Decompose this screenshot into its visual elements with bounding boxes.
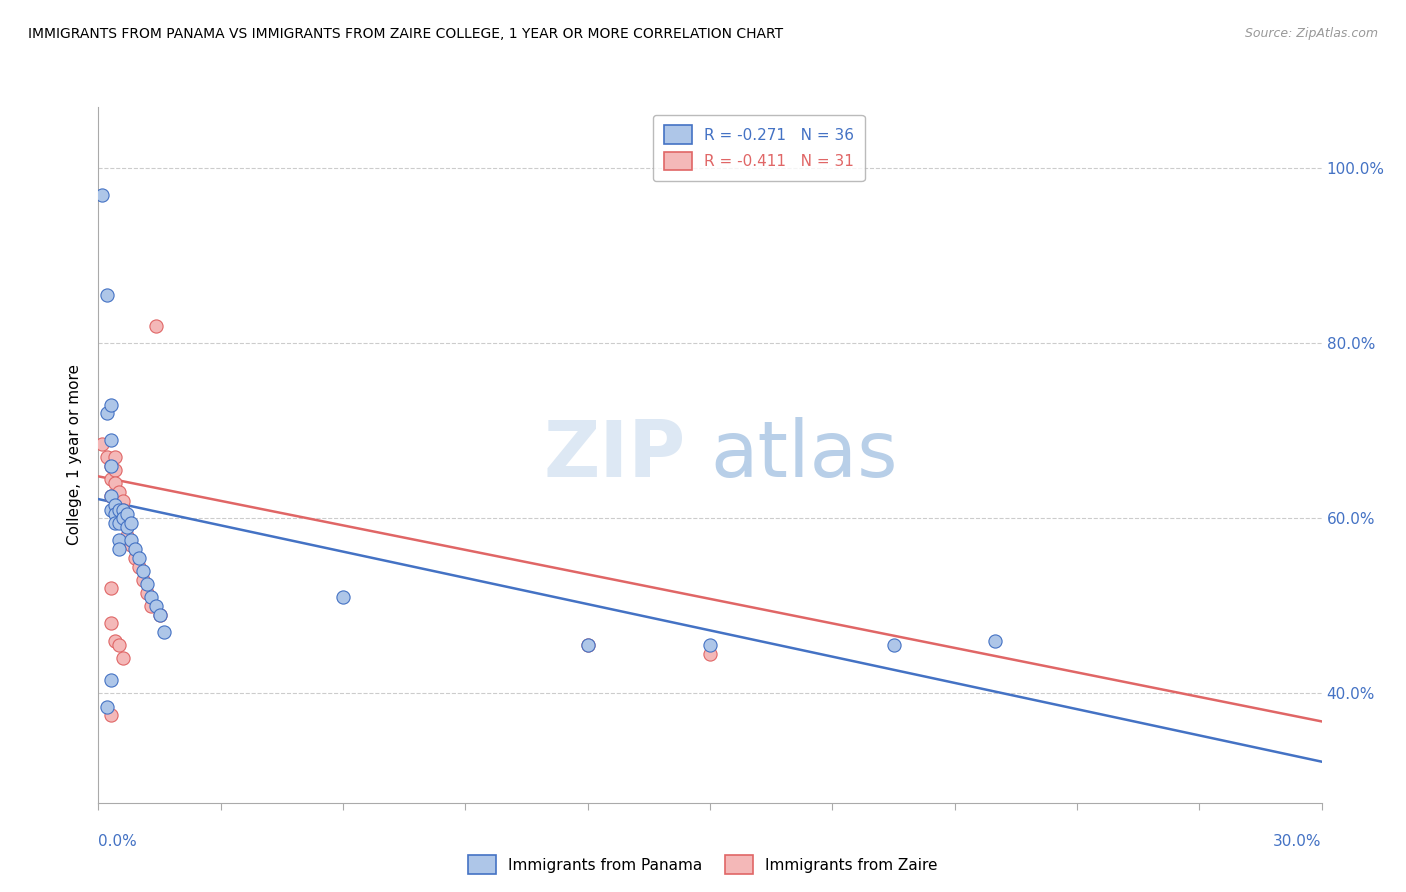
Point [100,582,122,596]
Point [132,564,155,578]
Point [108,498,131,512]
Point [699,638,721,652]
Point [104,463,127,477]
Point [145,318,167,333]
Point [111,494,134,508]
Legend: Immigrants from Panama, Immigrants from Zaire: Immigrants from Panama, Immigrants from … [463,849,943,880]
Point [100,458,122,473]
Point [141,599,163,613]
Point [108,533,131,548]
Point [96,699,118,714]
Point [149,607,172,622]
Point [111,651,134,665]
Text: 0.0%: 0.0% [98,834,138,849]
Point [115,529,138,543]
Point [115,520,138,534]
Point [124,541,146,556]
Point [100,398,122,412]
Point [100,673,122,688]
Point [332,590,354,604]
Point [124,550,146,565]
Y-axis label: College, 1 year or more: College, 1 year or more [67,365,83,545]
Point [108,502,131,516]
Point [108,516,131,530]
Point [91,437,114,451]
Point [108,511,131,525]
Point [104,498,127,512]
Point [699,647,721,661]
Text: Source: ZipAtlas.com: Source: ZipAtlas.com [1244,27,1378,40]
Point [96,450,118,464]
Point [152,625,174,640]
Point [111,502,134,516]
Point [96,288,118,302]
Point [108,638,131,652]
Point [104,507,127,521]
Text: ZIP: ZIP [543,417,686,493]
Point [100,490,122,504]
Point [100,433,122,447]
Point [115,507,138,521]
Point [984,633,1007,648]
Point [136,586,159,600]
Text: IMMIGRANTS FROM PANAMA VS IMMIGRANTS FROM ZAIRE COLLEGE, 1 YEAR OR MORE CORRELAT: IMMIGRANTS FROM PANAMA VS IMMIGRANTS FRO… [28,27,783,41]
Point [104,633,127,648]
Point [111,502,134,516]
Point [141,590,163,604]
Point [883,638,905,652]
Point [104,516,127,530]
Point [100,502,122,516]
Point [145,599,167,613]
Point [120,538,142,552]
Point [576,638,599,652]
Point [108,541,131,556]
Point [120,516,142,530]
Point [100,458,122,473]
Point [128,559,150,574]
Text: 30.0%: 30.0% [1274,834,1322,849]
Legend: R = -0.271   N = 36, R = -0.411   N = 31: R = -0.271 N = 36, R = -0.411 N = 31 [654,115,865,181]
Point [100,472,122,486]
Point [128,550,150,565]
Point [108,485,131,500]
Point [149,607,172,622]
Point [96,406,118,420]
Point [111,511,134,525]
Point [104,450,127,464]
Point [120,533,142,548]
Point [136,577,159,591]
Text: atlas: atlas [710,417,897,493]
Point [100,708,122,723]
Point [132,573,155,587]
Point [100,616,122,631]
Point [115,516,138,530]
Point [91,187,114,202]
Point [104,476,127,491]
Point [576,638,599,652]
Point [100,490,122,504]
